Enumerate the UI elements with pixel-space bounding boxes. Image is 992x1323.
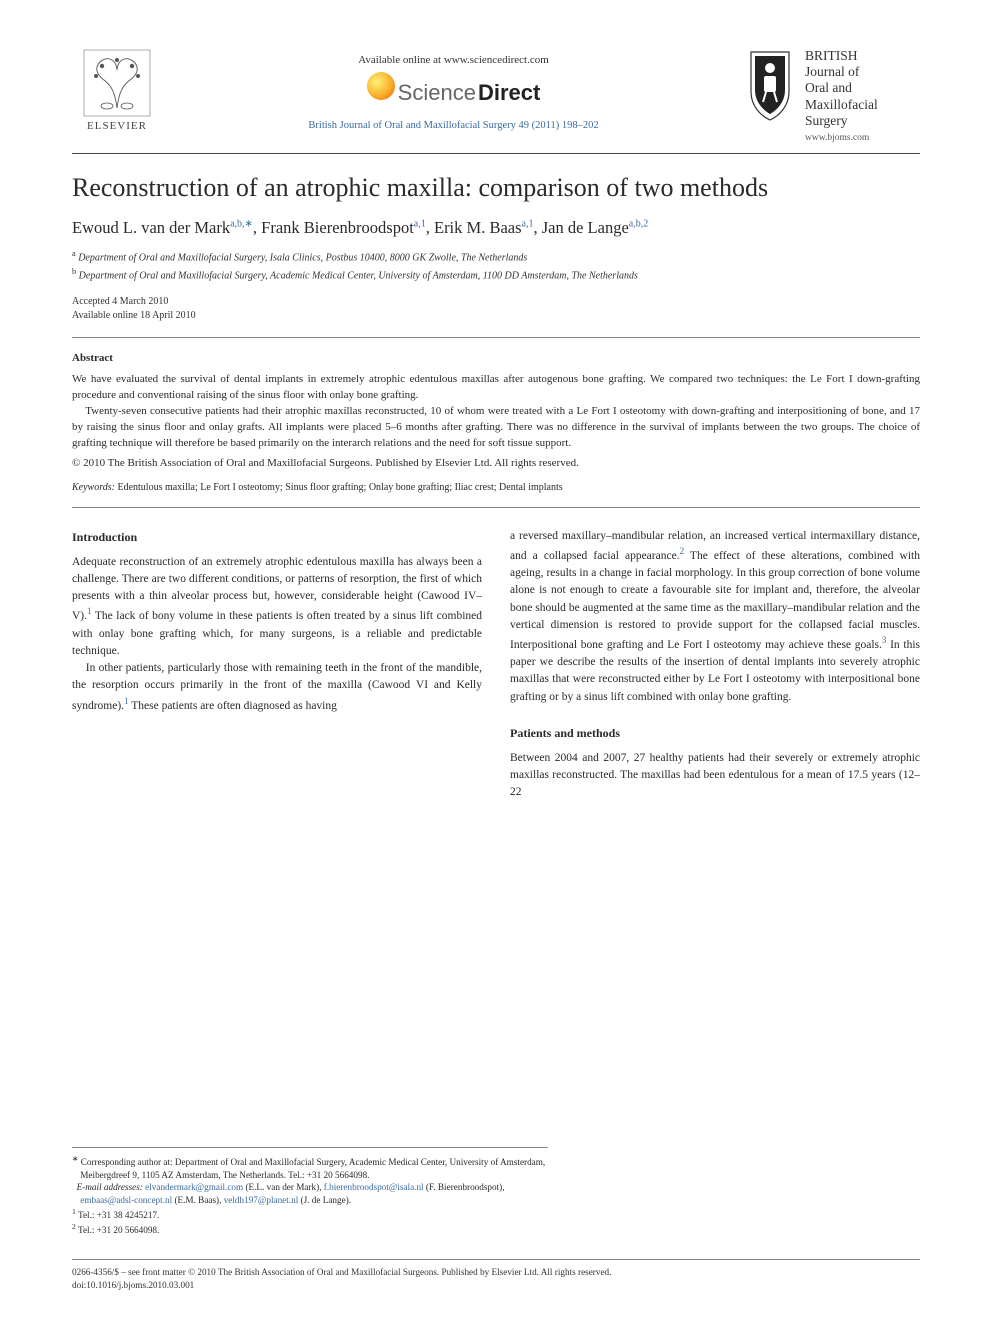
intro-heading: Introduction: [72, 528, 482, 546]
intro-p2: In other patients, particularly those wi…: [72, 660, 482, 715]
footer-copyright: 0266-4356/$ – see front matter © 2010 Th…: [72, 1266, 920, 1278]
abstract-bottom-rule: [72, 507, 920, 508]
masthead: ELSEVIER Available online at www.science…: [72, 48, 920, 143]
fn-tel-2: 2 Tel.: +31 20 5664098.: [72, 1222, 548, 1237]
intro-p1: Adequate reconstruction of an extremely …: [72, 554, 482, 660]
abstract-p2: Twenty-seven consecutive patients had th…: [72, 404, 920, 452]
elsevier-wordmark: ELSEVIER: [87, 120, 147, 132]
email-link-3[interactable]: embaas@adsl-concept.nl: [80, 1195, 172, 1205]
journal-name: BRITISH Journal of Oral and Maxillofacia…: [805, 48, 878, 129]
pm-heading: Patients and methods: [510, 724, 920, 742]
sciencedirect-logo: ScienceDirect: [367, 72, 541, 106]
abstract-copyright: © 2010 The British Association of Oral a…: [72, 456, 920, 472]
center-header: Available online at www.sciencedirect.co…: [162, 48, 745, 131]
author-list: Ewoud L. van der Marka,b,∗, Frank Bieren…: [72, 218, 920, 238]
elsevier-tree-icon: [82, 48, 152, 118]
affil-b: b Department of Oral and Maxillofacial S…: [72, 266, 920, 283]
intro-p3: a reversed maxillary–mandibular relation…: [510, 528, 920, 706]
journal-brand-block: BRITISH Journal of Oral and Maxillofacia…: [745, 48, 920, 143]
journal-website[interactable]: www.bjoms.com: [805, 133, 878, 143]
email-link-4[interactable]: veldh197@planet.nl: [224, 1195, 299, 1205]
abstract-p1: We have evaluated the survival of dental…: [72, 372, 920, 404]
journal-title-block: BRITISH Journal of Oral and Maxillofacia…: [805, 48, 878, 143]
sd-word-1: Science: [398, 80, 476, 106]
masthead-rule: [72, 153, 920, 154]
sciencedirect-orb-icon: [367, 72, 395, 100]
keywords-list: Edentulous maxilla; Le Fort I osteotomy;…: [117, 482, 562, 493]
fn-corresponding: ∗ Corresponding author at: Department of…: [72, 1154, 548, 1182]
abstract-body: We have evaluated the survival of dental…: [72, 372, 920, 472]
journal-citation[interactable]: British Journal of Oral and Maxillofacia…: [162, 120, 745, 131]
abstract-top-rule: [72, 337, 920, 338]
page-footer: 0266-4356/$ – see front matter © 2010 Th…: [72, 1259, 920, 1291]
fn-emails: E-mail addresses: elvandermark@gmail.com…: [72, 1181, 548, 1207]
journal-crest-icon: [745, 48, 797, 143]
online-date: Available online 18 April 2010: [72, 309, 920, 323]
available-online-text: Available online at www.sciencedirect.co…: [162, 54, 745, 66]
sd-word-2: Direct: [478, 80, 540, 106]
affil-a: a Department of Oral and Maxillofacial S…: [72, 248, 920, 265]
affiliations: a Department of Oral and Maxillofacial S…: [72, 248, 920, 283]
pm-p1: Between 2004 and 2007, 27 healthy patien…: [510, 750, 920, 802]
article-title: Reconstruction of an atrophic maxilla: c…: [72, 172, 920, 205]
email-link-1[interactable]: elvandermark@gmail.com: [145, 1182, 243, 1192]
elsevier-logo: ELSEVIER: [72, 48, 162, 132]
patients-methods-section: Patients and methods Between 2004 and 20…: [510, 724, 920, 802]
article-dates: Accepted 4 March 2010 Available online 1…: [72, 295, 920, 323]
author-footnotes: ∗ Corresponding author at: Department of…: [72, 1147, 548, 1237]
keywords-line: Keywords: Edentulous maxilla; Le Fort I …: [72, 482, 920, 493]
keywords-label: Keywords:: [72, 482, 115, 493]
accepted-date: Accepted 4 March 2010: [72, 295, 920, 309]
body-columns: Introduction Adequate reconstruction of …: [72, 528, 920, 802]
abstract-heading: Abstract: [72, 352, 920, 364]
fn-tel-1: 1 Tel.: +31 38 4245217.: [72, 1207, 548, 1222]
email-link-2[interactable]: f.bierenbroodspot@isala.nl: [324, 1182, 424, 1192]
footer-doi[interactable]: doi:10.1016/j.bjoms.2010.03.001: [72, 1279, 920, 1291]
